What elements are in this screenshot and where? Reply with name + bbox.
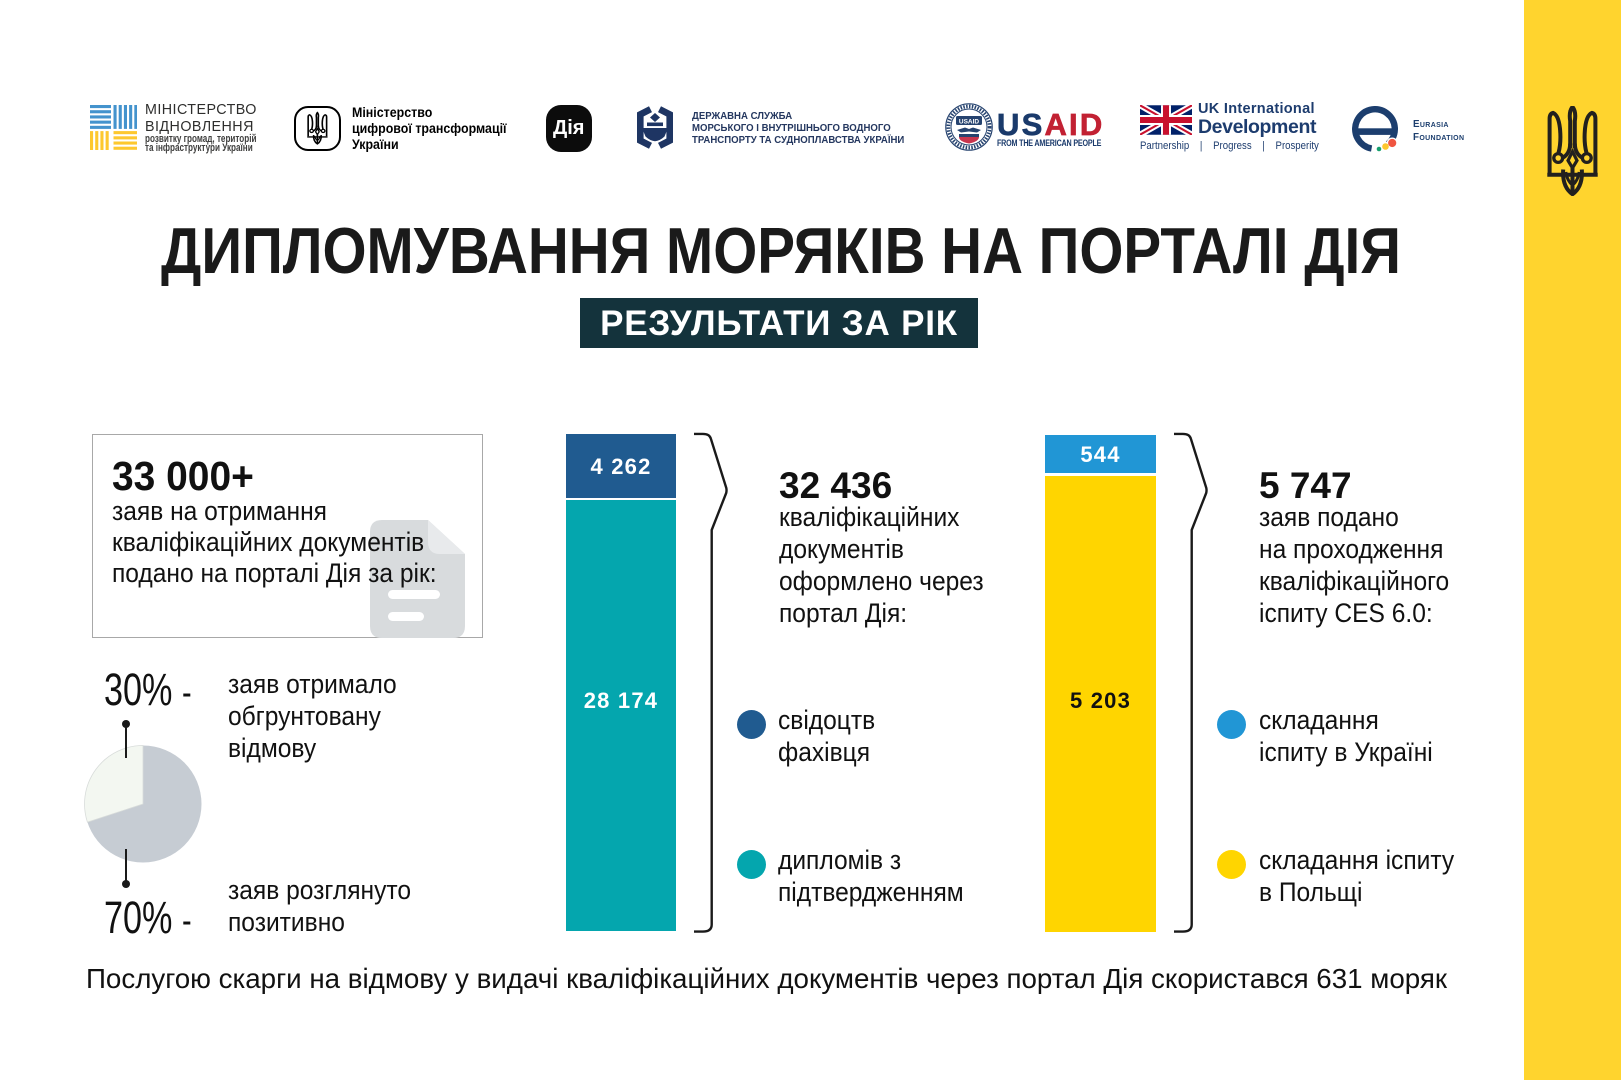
svg-text:USAID: USAID [959, 118, 980, 125]
